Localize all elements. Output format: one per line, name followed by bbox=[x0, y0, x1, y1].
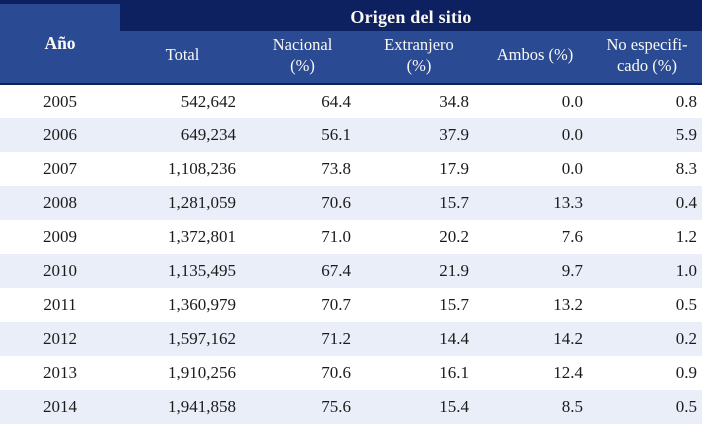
cell-no_especificado: 0.2 bbox=[675, 329, 697, 348]
table-row: 2009 1,372,801 71.0 20.2 7.6 1.2 bbox=[0, 220, 702, 254]
cell-year: 2007 bbox=[43, 159, 77, 178]
cell-nacional: 75.6 bbox=[321, 397, 351, 416]
column-header-nacional: Nacional (%) bbox=[245, 31, 360, 85]
table-row: 2010 1,135,495 67.4 21.9 9.7 1.0 bbox=[0, 254, 702, 288]
cell-nacional: 73.8 bbox=[321, 159, 351, 178]
cell-total: 1,281,059 bbox=[168, 193, 236, 212]
year-column-header: Año bbox=[0, 2, 120, 85]
cell-nacional: 56.1 bbox=[321, 125, 351, 144]
cell-nacional: 71.0 bbox=[321, 227, 351, 246]
cell-total: 1,108,236 bbox=[168, 159, 236, 178]
cell-ambos: 13.2 bbox=[553, 295, 583, 314]
cell-total: 1,910,256 bbox=[168, 363, 236, 382]
table-header: Año Origen del sitio Total Nacional (%) Ext… bbox=[0, 2, 702, 85]
cell-no_especificado: 1.2 bbox=[675, 227, 697, 246]
cell-no_especificado: 8.3 bbox=[675, 159, 697, 178]
cell-extranjero: 34.8 bbox=[439, 91, 469, 111]
column-header-ambos: Ambos (%) bbox=[478, 31, 592, 85]
cell-total: 542,642 bbox=[180, 91, 236, 111]
data-table: Año Origen del sitio Total Nacional (%) Ext… bbox=[0, 0, 702, 424]
cell-no_especificado: 0.4 bbox=[675, 193, 697, 212]
cell-extranjero: 17.9 bbox=[439, 159, 469, 178]
cell-year: 2014 bbox=[43, 397, 77, 416]
cell-year: 2012 bbox=[43, 329, 77, 348]
cell-ambos: 14.2 bbox=[553, 329, 583, 348]
table-group-title: Origen del sitio bbox=[120, 2, 702, 31]
table-body: 2005 542,642 64.4 34.8 0.0 0.8 2006 649,234 56.1… bbox=[0, 84, 702, 424]
cell-total: 649,234 bbox=[180, 125, 236, 144]
cell-ambos: 0.0 bbox=[561, 91, 583, 111]
cell-total: 1,941,858 bbox=[168, 397, 236, 416]
cell-total: 1,597,162 bbox=[168, 329, 236, 348]
cell-total: 1,360,979 bbox=[168, 295, 236, 314]
cell-no_especificado: 0.9 bbox=[675, 363, 697, 382]
cell-extranjero: 20.2 bbox=[439, 227, 469, 246]
cell-ambos: 0.0 bbox=[561, 159, 583, 178]
column-headers-row: Total Nacional (%) Extranjero (%) Ambos (%) No… bbox=[0, 31, 702, 85]
table-row: 2008 1,281,059 70.6 15.7 13.3 0.4 bbox=[0, 186, 702, 220]
cell-nacional: 70.6 bbox=[321, 193, 351, 212]
table-row: 2012 1,597,162 71.2 14.4 14.2 0.2 bbox=[0, 322, 702, 356]
table-row: 2007 1,108,236 73.8 17.9 0.0 8.3 bbox=[0, 152, 702, 186]
cell-nacional: 64.4 bbox=[321, 91, 351, 111]
cell-year: 2010 bbox=[43, 261, 77, 280]
cell-extranjero: 16.1 bbox=[439, 363, 469, 382]
cell-ambos: 7.6 bbox=[561, 227, 583, 246]
cell-total: 1,372,801 bbox=[168, 227, 236, 246]
cell-total: 1,135,495 bbox=[168, 261, 236, 280]
table-row: 2006 649,234 56.1 37.9 0.0 5.9 bbox=[0, 118, 702, 152]
cell-extranjero: 14.4 bbox=[439, 329, 469, 348]
cell-extranjero: 15.7 bbox=[439, 295, 469, 314]
cell-ambos: 12.4 bbox=[553, 363, 583, 382]
cell-year: 2013 bbox=[43, 363, 77, 382]
cell-year: 2008 bbox=[43, 193, 77, 212]
cell-ambos: 13.3 bbox=[553, 193, 583, 212]
cell-extranjero: 15.7 bbox=[439, 193, 469, 212]
cell-no_especificado: 0.5 bbox=[675, 397, 697, 416]
column-header-extranjero: Extranjero (%) bbox=[360, 31, 478, 85]
cell-nacional: 67.4 bbox=[321, 261, 351, 280]
table-row: 2014 1,941,858 75.6 15.4 8.5 0.5 bbox=[0, 390, 702, 424]
table-row: 2011 1,360,979 70.7 15.7 13.2 0.5 bbox=[0, 288, 702, 322]
table-container: Año Origen del sitio Total Nacional (%) Ext… bbox=[0, 0, 702, 424]
cell-no_especificado: 1.0 bbox=[675, 261, 697, 280]
cell-nacional: 70.6 bbox=[321, 363, 351, 382]
cell-year: 2005 bbox=[43, 91, 77, 111]
cell-ambos: 8.5 bbox=[561, 397, 583, 416]
column-header-total: Total bbox=[120, 31, 245, 85]
cell-year: 2006 bbox=[43, 125, 77, 144]
column-header-no-especificado: No especifi-cado (%) bbox=[592, 31, 702, 85]
cell-nacional: 71.2 bbox=[321, 329, 351, 348]
table-row: 2013 1,910,256 70.6 16.1 12.4 0.9 bbox=[0, 356, 702, 390]
cell-extranjero: 21.9 bbox=[439, 261, 469, 280]
band-row: Año Origen del sitio bbox=[0, 2, 702, 85]
table-row: 2005 542,642 64.4 34.8 0.0 0.8 bbox=[0, 84, 702, 118]
cell-year: 2009 bbox=[43, 227, 77, 246]
cell-ambos: 0.0 bbox=[561, 125, 583, 144]
cell-extranjero: 37.9 bbox=[439, 125, 469, 144]
cell-nacional: 70.7 bbox=[321, 295, 351, 314]
cell-year: 2011 bbox=[43, 295, 77, 314]
cell-no_especificado: 0.5 bbox=[675, 295, 697, 314]
cell-no_especificado: 5.9 bbox=[675, 125, 697, 144]
cell-ambos: 9.7 bbox=[561, 261, 583, 280]
cell-extranjero: 15.4 bbox=[439, 397, 469, 416]
cell-no_especificado: 0.8 bbox=[675, 91, 697, 111]
